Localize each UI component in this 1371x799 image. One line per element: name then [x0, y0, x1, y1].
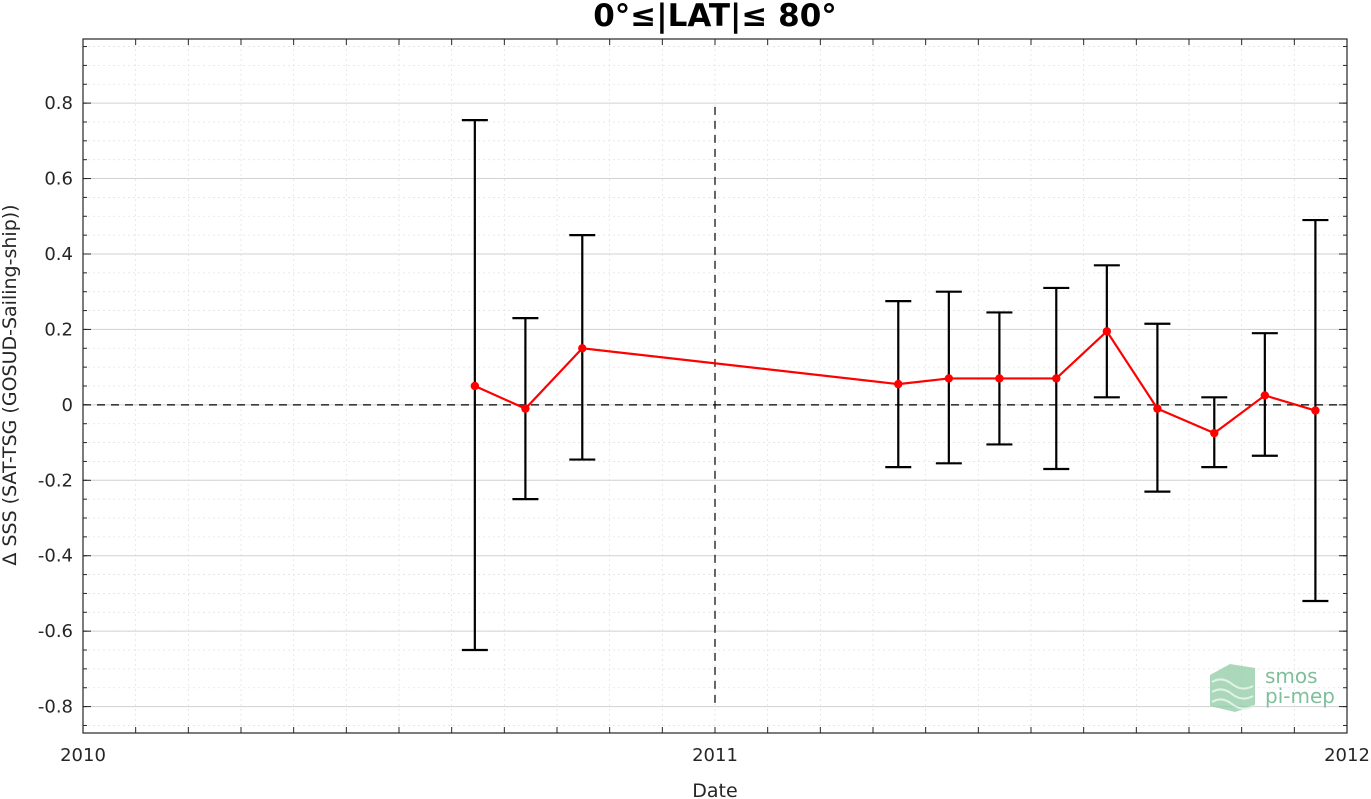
data-point [1210, 428, 1219, 438]
logo-line-1: smos [1265, 664, 1318, 688]
data-point [521, 404, 530, 413]
data-points [470, 327, 1320, 438]
smos-pi-mep-logo: smos pi-mep [1210, 664, 1335, 712]
x-tick-label: 2011 [692, 745, 738, 766]
x-tick-labels: 2010 2011 2012 [60, 745, 1370, 766]
data-point [470, 381, 480, 391]
x-axis-label: Date [692, 780, 737, 799]
data-point [578, 344, 587, 353]
y-tick-label: -0.4 [38, 546, 73, 567]
y-tick-label: -0.8 [38, 697, 73, 718]
y-tick-label: -0.6 [38, 621, 73, 642]
data-point [944, 374, 954, 383]
data-point [1311, 406, 1320, 415]
wave-icon [1210, 664, 1255, 712]
x-tick-label: 2010 [60, 745, 106, 766]
reference-lines [83, 106, 1347, 707]
series-line [474, 329, 1316, 435]
data-point [1260, 391, 1270, 400]
y-tick-label: 0.2 [44, 319, 73, 340]
y-tick-label: 0.4 [44, 244, 73, 265]
series-polyline [474, 329, 1316, 435]
y-tick-label: 0.8 [44, 93, 73, 114]
data-point [995, 374, 1004, 383]
chart-title: 0°≤|LAT|≤ 80° [593, 0, 837, 34]
data-point [1102, 327, 1112, 336]
data-point [894, 379, 903, 389]
y-tick-label: -0.2 [38, 470, 73, 491]
y-tick-label: 0.6 [44, 169, 73, 190]
axis-ticks [82, 39, 1348, 733]
data-point [1153, 404, 1162, 413]
y-tick-labels: 0.8 0.6 0.4 0.2 0 -0.2 -0.4 -0.6 -0.8 [38, 93, 73, 717]
logo-line-2: pi-mep [1265, 684, 1335, 708]
y-axis-label: Δ SSS (SAT-TSG (GOSUD-Sailing-ship)) [0, 204, 21, 565]
data-point [1052, 374, 1061, 383]
x-tick-label: 2012 [1324, 745, 1370, 766]
y-tick-label: 0 [62, 395, 73, 416]
